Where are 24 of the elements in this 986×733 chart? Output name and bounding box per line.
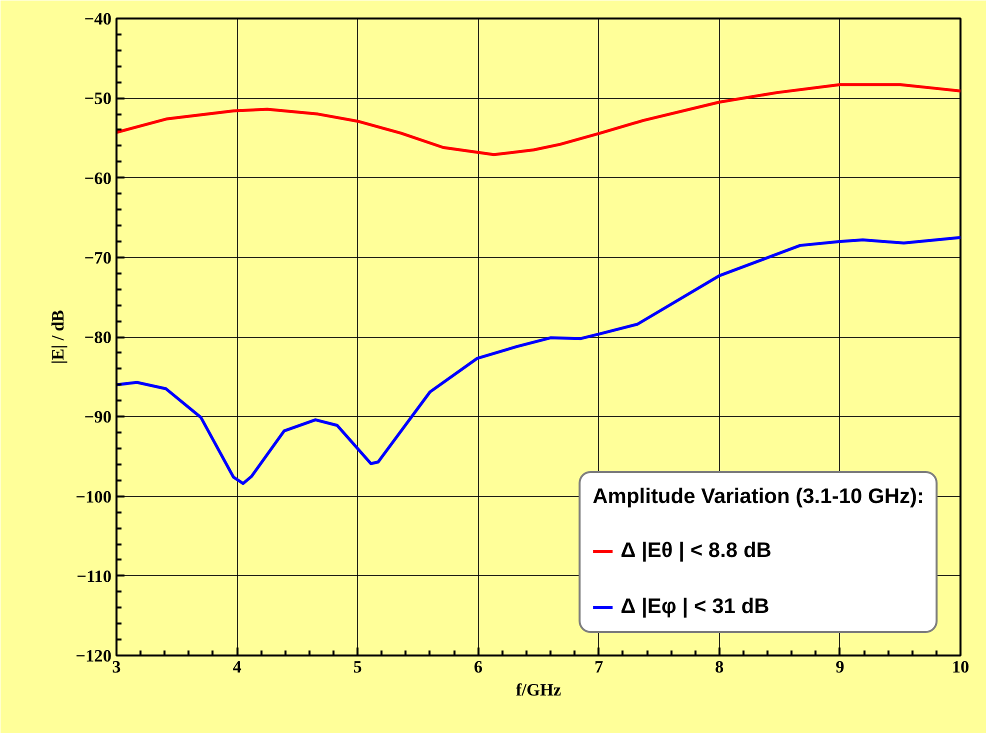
y-tick-label: −40 (84, 10, 112, 28)
y-tick-label: −50 (84, 89, 112, 108)
legend-title: Amplitude Variation (3.1-10 GHz): (592, 485, 924, 509)
x-tick-label: 10 (952, 658, 970, 676)
y-tick-label: −80 (84, 328, 112, 347)
line-series (116, 83, 960, 156)
y-tick-label: −110 (76, 566, 112, 586)
y-tick-label: −100 (76, 487, 112, 506)
x-tick-label: 9 (836, 658, 845, 676)
y-tick-label: −90 (84, 408, 112, 427)
line-series (116, 236, 960, 486)
x-tick-label: 7 (594, 658, 604, 676)
y-axis-title: |E| / dB (48, 310, 68, 364)
x-tick-label: 4 (232, 658, 242, 676)
x-tick-label: 3 (112, 658, 122, 676)
y-tick-label: −70 (84, 248, 112, 268)
x-tick-label: 5 (353, 658, 362, 676)
x-axis-title: f/GHz (516, 680, 562, 700)
x-tick-label: 6 (474, 658, 483, 676)
y-tick-label: −60 (84, 168, 112, 188)
x-tick-label: 8 (715, 658, 724, 676)
y-tick-label: −120 (76, 646, 112, 666)
legend-label: Δ |Eθ | < 8.8 dB (620, 539, 772, 563)
legend-label: Δ |Eφ | < 31 dB (620, 595, 770, 619)
